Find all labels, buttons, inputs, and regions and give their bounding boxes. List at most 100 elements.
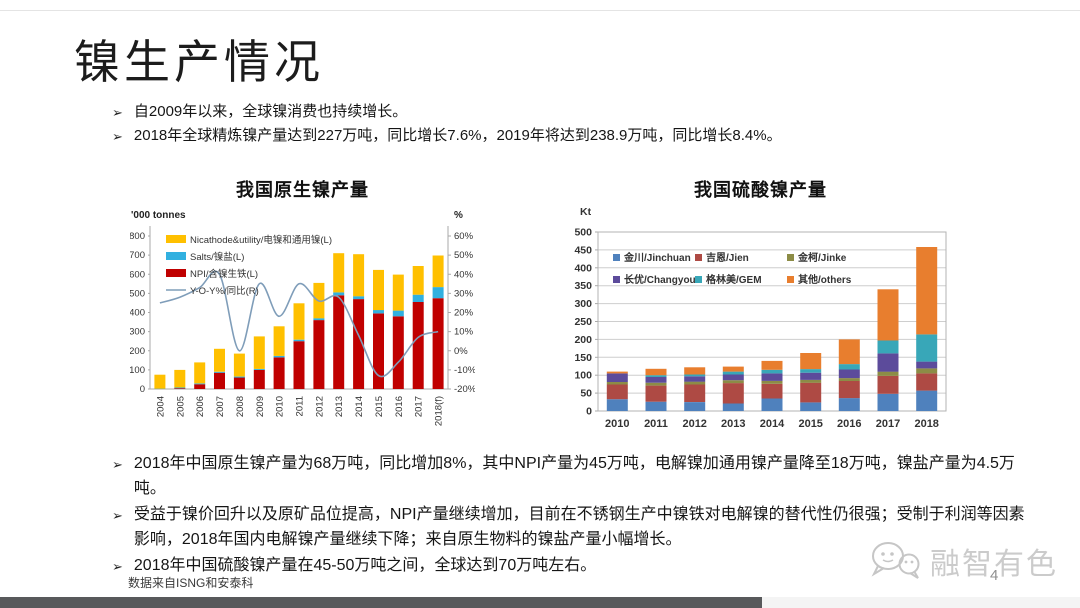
left-axis-tick-label: 0	[140, 384, 145, 395]
top-divider	[0, 10, 1080, 11]
bar-segment	[684, 384, 706, 402]
x-axis-tick-label: 2015	[374, 396, 385, 417]
bar-segment	[838, 398, 860, 411]
legend-label: Salts/镍盐(L)	[190, 251, 244, 263]
bar-segment	[253, 368, 265, 370]
bar-segment	[761, 383, 783, 399]
bar-segment	[154, 374, 166, 389]
bar-segment	[214, 371, 225, 373]
bar-segment	[432, 255, 444, 288]
bar-segment	[761, 369, 783, 374]
y-axis-tick-label: 450	[574, 244, 592, 256]
primary-nickel-chart-canvas: '000 tonnes % 0 100 200 300 400 500 600 700 800 -20…	[130, 210, 475, 426]
bullet-marker-icon: ➢	[112, 105, 123, 120]
x-axis-tick-label: 2012	[682, 418, 706, 430]
legend-swatch	[613, 254, 620, 261]
bullet-marker-icon: ➢	[112, 559, 123, 574]
bar-segment	[412, 266, 424, 295]
legend-swatch	[166, 235, 186, 243]
bar-segment	[606, 373, 628, 382]
bar-segment	[684, 381, 706, 385]
bar-segment	[916, 368, 938, 374]
left-axis-tick-label: 800	[130, 231, 145, 242]
bar-segment	[877, 289, 899, 341]
bar-segment	[174, 388, 186, 389]
bar-segment	[800, 382, 822, 403]
bar-segment	[800, 353, 822, 370]
bar-segment	[273, 355, 285, 358]
left-axis-tick-label: 400	[130, 308, 145, 319]
logo-text: 融智有色	[930, 548, 1058, 581]
bar-segment	[645, 401, 667, 411]
legend-label: Y-O-Y%/同比(R)	[190, 285, 259, 297]
bullet-marker-icon: ➢	[112, 508, 123, 523]
bar-segment	[432, 287, 444, 299]
x-axis-tick-label: 2012	[314, 396, 325, 417]
page-title: 镍生产情况	[74, 36, 324, 88]
bar-segment	[722, 374, 744, 381]
right-axis-tick-label: -20%	[454, 384, 475, 395]
bar-segment	[838, 378, 860, 381]
legend-label: 长优/Changyou	[624, 273, 696, 286]
legend-swatch	[166, 252, 186, 260]
bar-segment	[684, 374, 706, 377]
bottom-bullet-list: ➢ 2018年中国原生镍产量为68万吨，同比增加8%，其中NPI产量为45万吨，…	[112, 451, 1032, 580]
footer-bar	[0, 597, 762, 608]
bar-segment	[684, 376, 706, 382]
x-axis-tick-label: 2010	[275, 396, 286, 417]
bar-segment	[761, 398, 783, 411]
bar-segment	[916, 361, 938, 369]
bar-segment	[373, 269, 384, 311]
right-axis-tick-label: 0%	[454, 346, 468, 357]
bar-segment	[800, 379, 822, 383]
bar-segment	[761, 380, 783, 384]
legend-swatch	[695, 254, 702, 261]
top-bullet-list: ➢ 自2009年以来，全球镍消费也持续增长。 ➢ 2018年全球精炼镍产量达到2…	[112, 100, 1032, 148]
right-axis-title: %	[454, 210, 463, 221]
bar-segment	[722, 371, 744, 375]
legend-label: 金川/Jinchuan	[623, 251, 691, 264]
bar-segment	[313, 318, 325, 321]
bar-segment	[392, 310, 404, 317]
bar-segment	[838, 339, 860, 365]
bar-segment	[293, 341, 305, 389]
bar-segment	[645, 368, 667, 376]
bar-segment	[293, 303, 305, 340]
y-axis-tick-label: 300	[574, 298, 592, 310]
nickel-sulfate-chart-canvas: Kt 0 50 100 150 200 250 300 350 400 450 500 2010 2011…	[574, 206, 947, 430]
legend-label: 金柯/Jinke	[797, 251, 847, 264]
left-axis-tick-label: 500	[130, 288, 145, 299]
bar-segment	[373, 313, 384, 389]
x-axis-tick-label: 2016	[837, 418, 861, 430]
x-axis-tick-label: 2004	[155, 396, 166, 417]
bar-segment	[722, 383, 744, 404]
bar-segment	[174, 387, 186, 389]
chart-title: 我国原生镍产量	[236, 180, 369, 200]
bar-segment	[373, 310, 384, 314]
bar-segment	[877, 393, 899, 411]
bar-segment	[194, 383, 206, 385]
bar-segment	[761, 373, 783, 381]
y-axis-tick-label: 150	[574, 352, 592, 364]
bar-segment	[233, 377, 245, 389]
bullet-text: 2018年全球精炼镍产量达到227万吨，同比增长7.6%，2019年将达到238…	[133, 127, 782, 144]
legend-label: Nicathode&utility/电镍和通用镍(L)	[190, 234, 332, 246]
bar-segment	[333, 295, 345, 389]
legend-label: 格林美/GEM	[706, 273, 762, 286]
bar-segment	[800, 402, 822, 411]
bullet-text: 2018年中国原生镍产量为68万吨，同比增加8%，其中NPI产量为45万吨，电解…	[133, 455, 1015, 497]
bar-segment	[645, 382, 667, 386]
legend-swatch	[787, 254, 794, 261]
left-axis-tick-label: 200	[130, 346, 145, 357]
bar-segment	[606, 399, 628, 411]
right-axis-tick-label: 40%	[454, 269, 474, 280]
primary-nickel-chart: 我国原生镍产量 '000 tonnes% 0 100 200 300 400 500 600 7…	[130, 176, 475, 438]
x-axis-tick-label: 2006	[195, 396, 206, 417]
bar-segment	[353, 299, 365, 389]
y-axis-tick-label: 500	[574, 227, 592, 239]
footer-bar-light	[762, 597, 1080, 608]
bar-segment	[722, 366, 744, 372]
y-axis-tick-label: 0	[586, 406, 592, 418]
right-axis-tick-label: 30%	[454, 288, 474, 299]
